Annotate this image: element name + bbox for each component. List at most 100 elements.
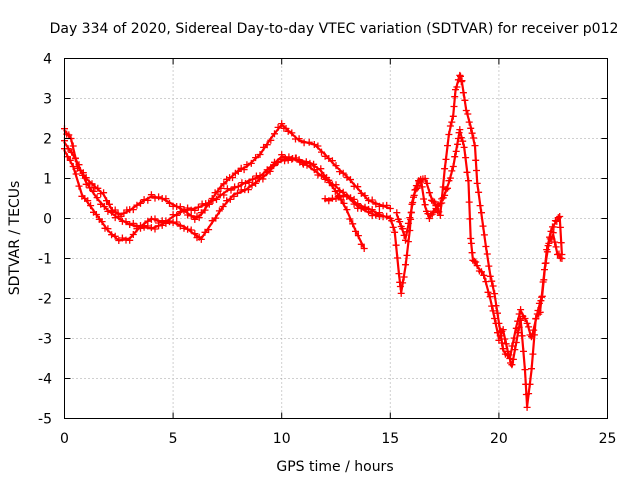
data-point bbox=[144, 222, 152, 230]
data-point bbox=[144, 196, 152, 204]
data-point bbox=[69, 163, 77, 170]
data-point bbox=[504, 351, 512, 359]
data-point bbox=[471, 142, 479, 150]
data-point bbox=[558, 251, 566, 258]
data-point bbox=[465, 118, 473, 126]
data-point bbox=[82, 180, 90, 188]
data-point bbox=[230, 192, 238, 200]
data-point bbox=[517, 306, 525, 314]
data-point bbox=[271, 158, 278, 166]
data-point bbox=[495, 319, 503, 327]
data-point bbox=[307, 162, 315, 170]
plot-frame bbox=[64, 58, 608, 419]
data-point bbox=[431, 198, 438, 206]
data-point bbox=[489, 307, 497, 315]
data-point bbox=[66, 156, 74, 164]
data-point bbox=[278, 120, 286, 128]
data-point bbox=[403, 228, 411, 236]
data-point bbox=[187, 226, 195, 234]
data-point bbox=[540, 276, 548, 284]
data-point bbox=[554, 214, 562, 222]
data-point bbox=[201, 228, 209, 236]
data-point bbox=[133, 201, 141, 209]
data-point bbox=[478, 268, 485, 276]
data-point bbox=[521, 315, 529, 322]
data-point bbox=[173, 218, 181, 226]
data-point bbox=[191, 206, 199, 214]
data-point bbox=[267, 136, 275, 144]
x-tick-label: 10 bbox=[273, 431, 291, 447]
data-point bbox=[446, 122, 454, 130]
y-tick-label: -2 bbox=[38, 292, 52, 308]
data-point bbox=[173, 211, 181, 219]
data-point bbox=[552, 243, 560, 251]
data-point bbox=[529, 350, 537, 358]
data-point bbox=[332, 195, 340, 202]
data-point bbox=[462, 154, 470, 162]
data-point bbox=[140, 196, 148, 204]
data-point bbox=[423, 179, 431, 187]
data-point bbox=[361, 192, 369, 200]
data-point bbox=[205, 226, 213, 234]
data-point bbox=[468, 249, 476, 257]
y-tick-label: -1 bbox=[38, 252, 52, 268]
data-point bbox=[383, 201, 391, 209]
data-point bbox=[448, 118, 456, 126]
data-point bbox=[526, 380, 534, 388]
data-point bbox=[184, 211, 192, 219]
data-point bbox=[553, 217, 561, 225]
data-point bbox=[158, 221, 166, 229]
data-point bbox=[195, 214, 203, 222]
data-point bbox=[321, 195, 329, 203]
data-point bbox=[478, 209, 485, 217]
data-point bbox=[472, 156, 480, 164]
data-point bbox=[388, 217, 396, 225]
data-point bbox=[403, 251, 411, 259]
data-point bbox=[389, 223, 397, 231]
data-point bbox=[446, 174, 454, 182]
data-point bbox=[299, 160, 307, 168]
y-tick-label: 4 bbox=[43, 52, 52, 68]
data-point bbox=[126, 236, 134, 244]
x-tick-label: 5 bbox=[169, 431, 178, 447]
data-point bbox=[249, 175, 257, 183]
chart-title: Day 334 of 2020, Sidereal Day-to-day VTE… bbox=[50, 21, 619, 37]
data-point bbox=[458, 77, 466, 85]
data-point bbox=[63, 153, 71, 161]
data-point bbox=[126, 221, 134, 228]
data-point bbox=[217, 184, 225, 192]
series-trace-a bbox=[61, 120, 394, 223]
data-point bbox=[368, 206, 376, 214]
data-point bbox=[407, 208, 415, 216]
data-point bbox=[360, 245, 368, 252]
y-tick-label: -5 bbox=[38, 412, 52, 428]
data-point bbox=[528, 365, 535, 373]
data-point bbox=[480, 271, 488, 279]
data-point bbox=[147, 191, 155, 199]
data-point bbox=[65, 131, 73, 139]
data-point bbox=[75, 161, 83, 169]
data-point bbox=[115, 213, 123, 221]
data-point bbox=[532, 315, 540, 323]
data-point bbox=[209, 197, 217, 204]
data-point bbox=[467, 124, 475, 132]
y-axis-label: SDTVAR / TECUs bbox=[7, 181, 23, 296]
x-axis-label: GPS time / hours bbox=[276, 459, 393, 475]
data-point bbox=[151, 215, 159, 223]
data-point bbox=[472, 258, 480, 266]
data-point bbox=[556, 213, 564, 220]
data-point bbox=[274, 158, 282, 166]
data-point bbox=[336, 191, 344, 199]
y-tick-label: -4 bbox=[38, 372, 52, 388]
axis-ticks bbox=[64, 58, 608, 419]
data-point bbox=[245, 178, 253, 186]
data-point bbox=[456, 126, 464, 134]
data-point bbox=[491, 290, 499, 298]
data-point bbox=[543, 246, 551, 254]
y-tick-label: 1 bbox=[43, 172, 52, 188]
data-point bbox=[433, 207, 441, 215]
data-point bbox=[520, 347, 527, 355]
data-point bbox=[494, 309, 501, 317]
data-point bbox=[349, 220, 357, 228]
